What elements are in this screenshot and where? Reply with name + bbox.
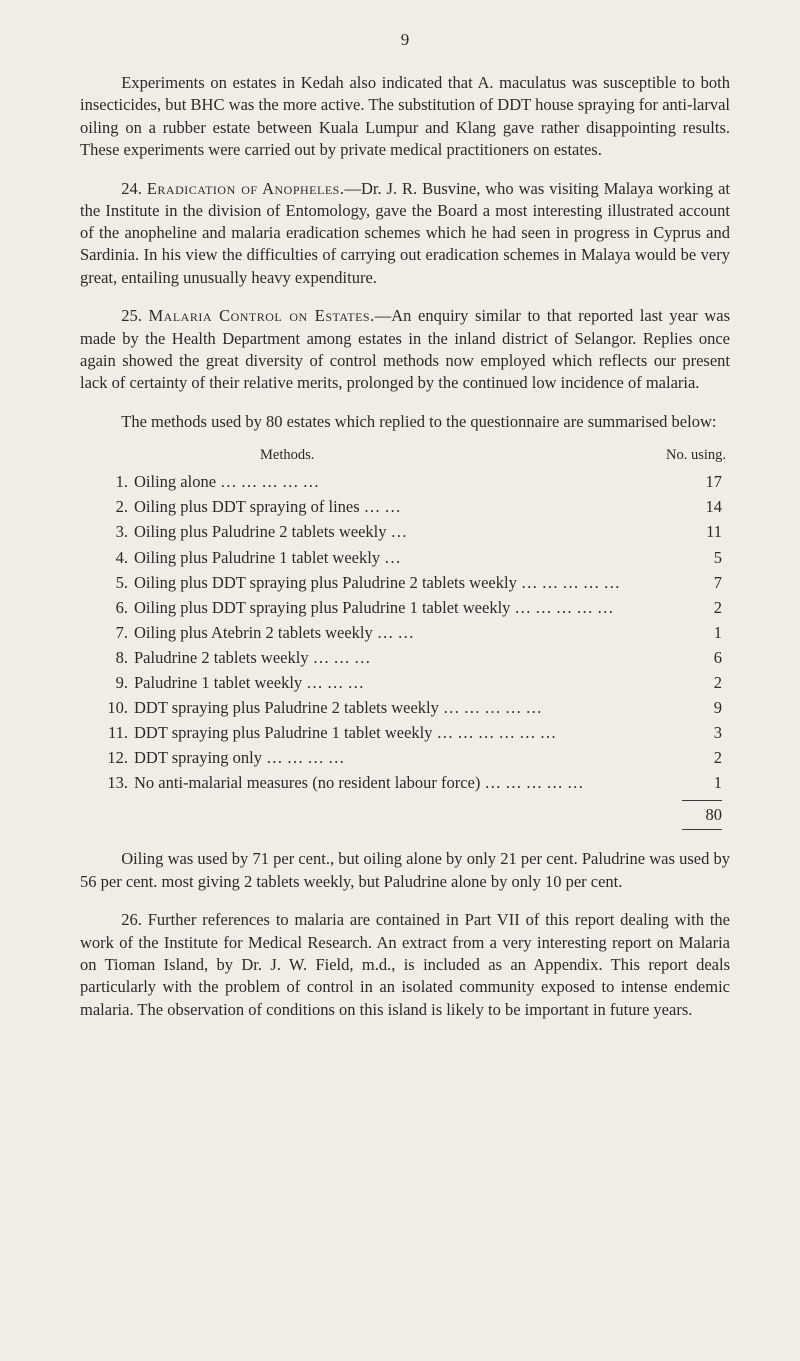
method-value: 2 [672, 671, 730, 694]
total-rule-bottom [682, 829, 722, 830]
paragraph-2: 24. Eradication of Anopheles.—Dr. J. R. … [80, 178, 730, 289]
method-row: 1.Oiling alone … … … … …17 [80, 470, 730, 493]
method-value: 1 [672, 621, 730, 644]
method-row: 9.Paludrine 1 tablet weekly … … …2 [80, 671, 730, 694]
methods-total-row: 80 [80, 805, 730, 825]
method-value: 14 [672, 495, 730, 518]
method-number: 6. [80, 596, 134, 619]
method-number: 13. [80, 771, 134, 794]
method-number: 1. [80, 470, 134, 493]
method-row: 13.No anti-malarial measures (no residen… [80, 771, 730, 794]
method-label: Oiling plus DDT spraying plus Paludrine … [134, 571, 672, 594]
method-value: 3 [672, 721, 730, 744]
method-label: Oiling plus DDT spraying plus Paludrine … [134, 596, 672, 619]
method-number: 11. [80, 721, 134, 744]
method-row: 7.Oiling plus Atebrin 2 tablets weekly …… [80, 621, 730, 644]
method-row: 3.Oiling plus Paludrine 2 tablets weekly… [80, 520, 730, 543]
paragraph-4: The methods used by 80 estates which rep… [80, 411, 730, 433]
method-label: Paludrine 2 tablets weekly … … … [134, 646, 672, 669]
method-label: Oiling plus DDT spraying of lines … … [134, 495, 672, 518]
method-number: 10. [80, 696, 134, 719]
paragraph-1: Experiments on estates in Kedah also ind… [80, 72, 730, 161]
method-number: 7. [80, 621, 134, 644]
method-number: 2. [80, 495, 134, 518]
method-value: 11 [672, 520, 730, 543]
method-value: 7 [672, 571, 730, 594]
method-value: 9 [672, 696, 730, 719]
method-row: 4.Oiling plus Paludrine 1 tablet weekly … [80, 546, 730, 569]
para2-num: 24. [121, 179, 147, 198]
page: 9 Experiments on estates in Kedah also i… [0, 0, 800, 1361]
methods-list: 1.Oiling alone … … … … …172.Oiling plus … [80, 470, 730, 794]
method-row: 11.DDT spraying plus Paludrine 1 tablet … [80, 721, 730, 744]
method-row: 6.Oiling plus DDT spraying plus Paludrin… [80, 596, 730, 619]
paragraph-3: 25. Malaria Control on Estates.—An enqui… [80, 305, 730, 394]
paragraph-5: Oiling was used by 71 per cent., but oil… [80, 848, 730, 893]
method-number: 8. [80, 646, 134, 669]
method-row: 8.Paludrine 2 tablets weekly … … …6 [80, 646, 730, 669]
paragraph-6: 26. Further references to malaria are co… [80, 909, 730, 1020]
para2-lead: Eradication of Anopheles. [147, 179, 345, 198]
method-value: 17 [672, 470, 730, 493]
methods-header: Methods. No. using. [80, 447, 730, 464]
method-row: 12.DDT spraying only … … … …2 [80, 746, 730, 769]
method-number: 4. [80, 546, 134, 569]
method-label: DDT spraying plus Paludrine 1 tablet wee… [134, 721, 672, 744]
method-row: 5.Oiling plus DDT spraying plus Paludrin… [80, 571, 730, 594]
method-value: 2 [672, 596, 730, 619]
method-label: Oiling plus Atebrin 2 tablets weekly … … [134, 621, 672, 644]
method-label: DDT spraying plus Paludrine 2 tablets we… [134, 696, 672, 719]
methods-header-right: No. using. [666, 447, 726, 464]
method-value: 1 [672, 771, 730, 794]
method-value: 2 [672, 746, 730, 769]
method-label: Oiling alone … … … … … [134, 470, 672, 493]
total-rule-top [682, 800, 722, 801]
method-row: 10.DDT spraying plus Paludrine 2 tablets… [80, 696, 730, 719]
methods-total: 80 [706, 805, 723, 825]
method-value: 6 [672, 646, 730, 669]
method-label: Oiling plus Paludrine 2 tablets weekly … [134, 520, 672, 543]
method-label: Paludrine 1 tablet weekly … … … [134, 671, 672, 694]
para3-num: 25. [121, 306, 148, 325]
method-number: 12. [80, 746, 134, 769]
method-number: 3. [80, 520, 134, 543]
method-number: 9. [80, 671, 134, 694]
method-row: 2.Oiling plus DDT spraying of lines … …1… [80, 495, 730, 518]
methods-header-left: Methods. [260, 447, 314, 464]
method-number: 5. [80, 571, 134, 594]
method-label: No anti-malarial measures (no resident l… [134, 771, 672, 794]
method-label: DDT spraying only … … … … [134, 746, 672, 769]
para3-lead: Malaria Control on Estates. [148, 306, 374, 325]
page-number: 9 [80, 30, 730, 50]
method-label: Oiling plus Paludrine 1 tablet weekly … [134, 546, 672, 569]
method-value: 5 [672, 546, 730, 569]
